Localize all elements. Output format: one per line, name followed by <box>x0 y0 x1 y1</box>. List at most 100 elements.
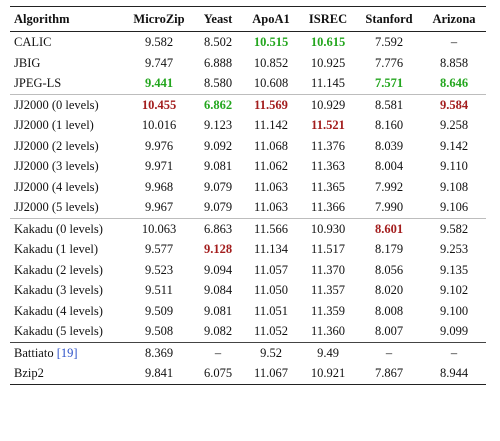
value-cell: 9.102 <box>439 283 469 297</box>
algorithm-name: JJ2000 (2 levels) <box>14 138 99 153</box>
value-cell: 6.888 <box>203 55 233 70</box>
value-cell: 10.608 <box>253 76 289 90</box>
value-cell: 7.867 <box>356 363 422 385</box>
algorithm-name-cell: JJ2000 (0 levels) <box>10 93 124 115</box>
value-cell: 9.081 <box>203 159 233 173</box>
value-cell: 11.063 <box>254 200 288 214</box>
value-cell: 10.852 <box>253 55 289 70</box>
value-cell: 9.582 <box>144 35 174 49</box>
algorithm-name: JJ2000 (3 levels) <box>14 159 99 173</box>
value-cell: 11.068 <box>254 138 288 153</box>
value-cell: 9.511 <box>145 283 173 297</box>
value-cell: 9.142 <box>439 138 469 153</box>
citation-link[interactable]: [19] <box>56 345 78 360</box>
value-cell: 11.521 <box>311 118 345 132</box>
value-cell: 8.944 <box>422 363 486 385</box>
algorithm-name: JBIG <box>14 55 41 70</box>
header-arizona: Arizona <box>422 6 486 32</box>
table-row: JJ2000 (3 levels) 9.971 9.081 11.062 11.363 8… <box>10 156 486 177</box>
header-yeast: Yeast <box>194 6 242 32</box>
value-cell: – <box>450 35 458 49</box>
algorithm-name-cell: Battiato [19] <box>10 341 124 363</box>
value-cell: 9.081 <box>203 303 233 318</box>
value-cell: 11.357 <box>311 283 345 297</box>
algorithm-name: Kakadu (0 levels) <box>14 221 103 236</box>
value-cell: 11.359 <box>311 303 345 318</box>
value-cell: 11.370 <box>311 262 345 277</box>
value-cell: 9.49 <box>300 341 356 363</box>
algorithm-name: JJ2000 (5 levels) <box>14 200 99 214</box>
value-cell: 6.862 <box>194 93 242 115</box>
value-cell: 8.160 <box>374 118 404 132</box>
value-cell: 11.050 <box>254 283 288 297</box>
value-cell: 11.062 <box>254 159 288 173</box>
header-apoa1: ApoA1 <box>242 6 300 32</box>
algorithm-name-cell: JPEG-LS <box>10 73 124 94</box>
value-cell: 8.056 <box>374 262 404 277</box>
value-cell: 9.258 <box>439 118 469 132</box>
algorithm-name-cell: Kakadu (1 level) <box>10 239 124 260</box>
value-cell: 6.863 <box>194 217 242 239</box>
table-row: Kakadu (3 levels) 9.511 9.084 11.050 11.357 8… <box>10 280 486 301</box>
value-cell: 9.577 <box>144 242 174 256</box>
value-cell: 9.079 <box>203 200 233 214</box>
value-cell: 9.509 <box>144 303 174 318</box>
value-cell: 7.992 <box>374 179 404 194</box>
value-cell: 11.366 <box>311 200 345 214</box>
value-cell: 9.968 <box>144 179 174 194</box>
value-cell: 11.145 <box>311 76 345 90</box>
algorithm-name-cell: Kakadu (5 levels) <box>10 321 124 342</box>
value-cell: 9.747 <box>144 55 174 70</box>
algorithm-name-cell: JJ2000 (4 levels) <box>10 177 124 198</box>
value-cell: 11.052 <box>254 324 288 338</box>
value-cell: – <box>356 341 422 363</box>
results-table-container: Algorithm MicroZip Yeast ApoA1 ISREC Sta… <box>10 6 486 385</box>
table-row: Kakadu (4 levels) 9.509 9.081 11.051 11.359 8… <box>10 301 486 322</box>
table-row: JJ2000 (1 level) 10.016 9.123 11.142 11.521 8… <box>10 115 486 136</box>
header-microzip: MicroZip <box>124 6 194 32</box>
value-cell: 9.110 <box>440 159 468 173</box>
value-cell: 8.007 <box>374 324 404 338</box>
algorithm-name: Kakadu (1 level) <box>14 242 98 256</box>
value-cell: 11.363 <box>311 159 345 173</box>
algorithm-name: Battiato <box>14 345 54 360</box>
algorithm-name-cell: JJ2000 (5 levels) <box>10 197 124 218</box>
table-row: JBIG 9.747 6.888 10.852 10.925 7.776 8.858 <box>10 53 486 74</box>
results-table-body: CALIC 9.582 8.502 10.515 10.615 7.592 – JBIG 9.7… <box>10 32 486 385</box>
value-cell: 9.135 <box>439 262 469 277</box>
value-cell: 7.776 <box>374 55 404 70</box>
value-cell: 9.082 <box>203 324 233 338</box>
value-cell: 9.967 <box>144 200 174 214</box>
table-row: JJ2000 (5 levels) 9.967 9.079 11.063 11.366 7… <box>10 197 486 218</box>
value-cell: 8.008 <box>374 303 404 318</box>
table-row: JJ2000 (0 levels) 10.455 6.862 11.569 10.929… <box>10 93 486 115</box>
value-cell: 10.930 <box>300 217 356 239</box>
value-cell: 7.571 <box>374 76 404 90</box>
value-cell: 11.566 <box>242 217 300 239</box>
algorithm-name-cell: Kakadu (3 levels) <box>10 280 124 301</box>
value-cell: 11.376 <box>311 138 345 153</box>
table-row: JJ2000 (2 levels) 9.976 9.092 11.068 11.376 8… <box>10 136 486 157</box>
value-cell: 9.841 <box>124 363 194 385</box>
algorithm-name-cell: JJ2000 (2 levels) <box>10 136 124 157</box>
value-cell: 10.921 <box>300 363 356 385</box>
value-cell: 11.067 <box>242 363 300 385</box>
value-cell: 9.976 <box>144 138 174 153</box>
value-cell: 9.523 <box>144 262 174 277</box>
value-cell: 9.084 <box>203 283 233 297</box>
algorithm-name: Kakadu (3 levels) <box>14 283 103 297</box>
value-cell: 9.123 <box>203 118 233 132</box>
value-cell: 10.929 <box>300 93 356 115</box>
value-cell: 8.601 <box>356 217 422 239</box>
value-cell: 11.517 <box>311 242 345 256</box>
value-cell: 9.128 <box>203 242 233 256</box>
value-cell: 9.253 <box>439 242 469 256</box>
value-cell: 10.455 <box>124 93 194 115</box>
value-cell: 9.100 <box>439 303 469 318</box>
table-row: Kakadu (1 level) 9.577 9.128 11.134 11.517 8.… <box>10 239 486 260</box>
value-cell: 9.582 <box>422 217 486 239</box>
value-cell: 10.016 <box>141 118 177 132</box>
header-isrec: ISREC <box>300 6 356 32</box>
value-cell: 9.079 <box>203 179 233 194</box>
algorithm-name: Kakadu (4 levels) <box>14 303 103 318</box>
